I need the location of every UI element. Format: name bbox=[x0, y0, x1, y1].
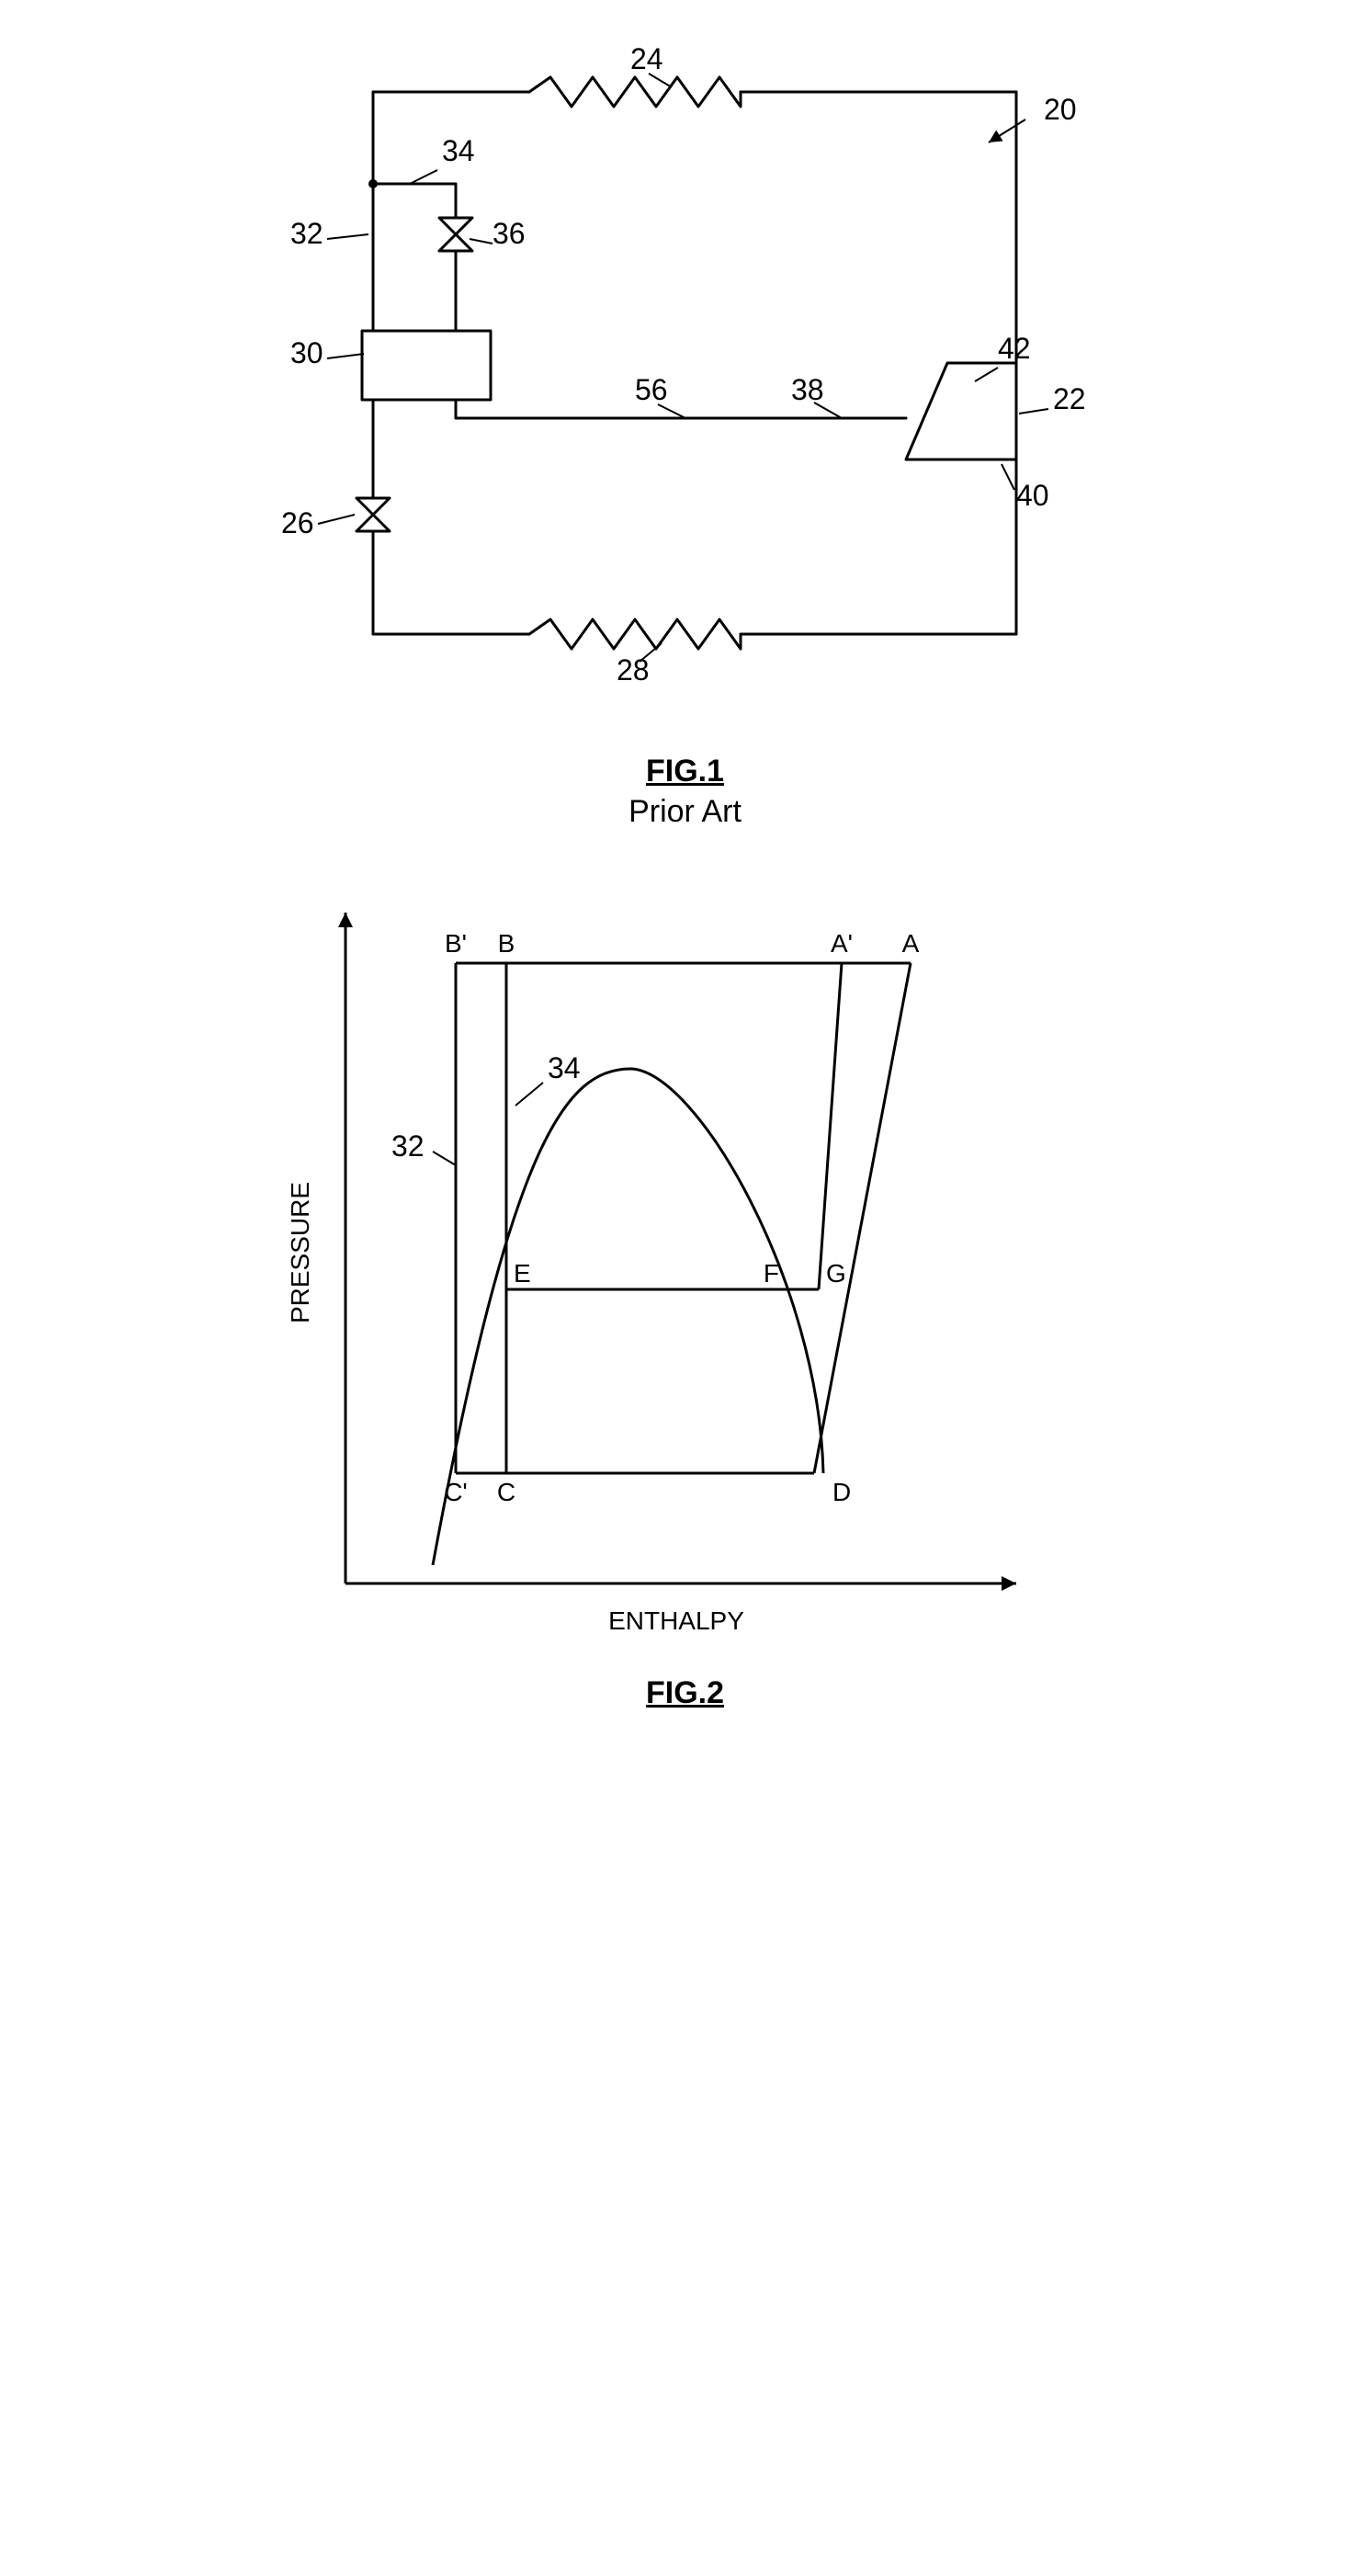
figure-1-diagram: 20 22 24 26 28 30 32 34 36 38 40 42 56 bbox=[263, 37, 1108, 744]
figure-1-title: FIG.1 bbox=[263, 754, 1108, 789]
svg-text:ENTHALPY: ENTHALPY bbox=[608, 1606, 744, 1635]
svg-text:B: B bbox=[497, 929, 515, 958]
svg-text:A': A' bbox=[830, 929, 852, 958]
svg-text:B': B' bbox=[444, 929, 466, 958]
svg-text:C': C' bbox=[444, 1478, 468, 1506]
svg-text:F: F bbox=[763, 1259, 778, 1288]
svg-text:22: 22 bbox=[1053, 382, 1086, 415]
figure-2-title: FIG.2 bbox=[263, 1675, 1108, 1711]
svg-text:34: 34 bbox=[442, 134, 475, 167]
svg-text:D: D bbox=[832, 1478, 851, 1506]
svg-text:30: 30 bbox=[290, 336, 323, 369]
svg-text:42: 42 bbox=[998, 332, 1031, 365]
svg-text:36: 36 bbox=[493, 217, 526, 250]
svg-text:A: A bbox=[901, 929, 919, 958]
svg-text:40: 40 bbox=[1016, 479, 1049, 512]
svg-text:PRESSURE: PRESSURE bbox=[286, 1182, 314, 1323]
svg-text:20: 20 bbox=[1044, 93, 1077, 126]
svg-text:28: 28 bbox=[617, 653, 650, 687]
figure-2-diagram: PRESSURE ENTHALPY B' B A' A E F G C' C D 32 34 bbox=[263, 885, 1108, 1666]
svg-text:56: 56 bbox=[635, 373, 668, 406]
svg-text:C: C bbox=[496, 1478, 515, 1506]
svg-text:G: G bbox=[826, 1259, 846, 1288]
svg-text:26: 26 bbox=[281, 506, 314, 539]
figure-1-subtitle: Prior Art bbox=[263, 794, 1108, 830]
svg-text:32: 32 bbox=[290, 217, 323, 250]
figure-2-container: PRESSURE ENTHALPY B' B A' A E F G C' C D 32 34 FIG.2 bbox=[263, 885, 1108, 1711]
svg-text:38: 38 bbox=[791, 373, 824, 406]
svg-text:E: E bbox=[514, 1259, 531, 1288]
figure-1-container: 20 22 24 26 28 30 32 34 36 38 40 42 56 FIG.1 Prior A… bbox=[263, 37, 1108, 830]
svg-text:24: 24 bbox=[630, 42, 663, 75]
svg-text:32: 32 bbox=[391, 1129, 425, 1163]
svg-text:34: 34 bbox=[548, 1051, 581, 1084]
